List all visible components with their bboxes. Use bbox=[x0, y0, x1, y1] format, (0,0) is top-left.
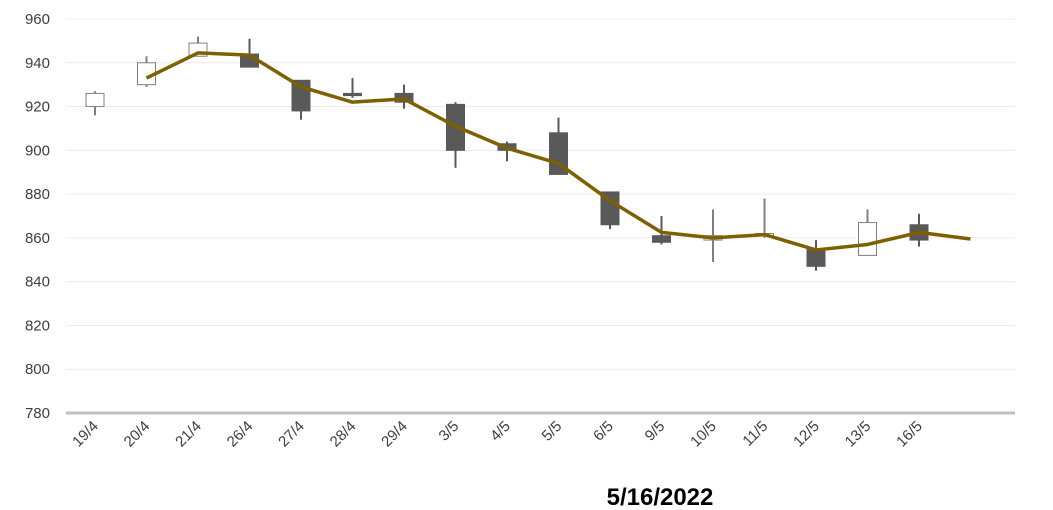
candle bbox=[86, 91, 104, 115]
candle bbox=[447, 102, 465, 168]
x-tick-label: 3/5 bbox=[436, 418, 463, 445]
x-tick-label: 5/5 bbox=[539, 418, 566, 445]
candle bbox=[756, 198, 774, 237]
x-tick-label: 12/5 bbox=[790, 418, 823, 451]
candle bbox=[807, 240, 825, 271]
candle-body-up bbox=[859, 223, 877, 256]
candle bbox=[395, 85, 413, 109]
y-tick-label: 880 bbox=[25, 186, 50, 203]
candle bbox=[241, 39, 259, 67]
x-tick-label: 11/5 bbox=[739, 418, 771, 450]
candle bbox=[344, 78, 362, 98]
y-tick-label: 860 bbox=[25, 230, 50, 247]
x-tick-label: 28/4 bbox=[327, 418, 360, 451]
x-tick-label: 10/5 bbox=[687, 418, 720, 451]
candle-body-up bbox=[86, 93, 104, 106]
y-tick-label: 780 bbox=[25, 405, 50, 422]
grid-lines bbox=[66, 19, 1015, 369]
x-tick-label: 29/4 bbox=[378, 418, 411, 451]
date-label: 5/16/2022 bbox=[607, 484, 714, 510]
y-tick-label: 800 bbox=[25, 361, 50, 378]
y-tick-label: 840 bbox=[25, 274, 50, 291]
candlestick-series bbox=[86, 37, 928, 271]
x-tick-label: 26/4 bbox=[224, 418, 257, 451]
x-tick-label: 19/4 bbox=[69, 418, 102, 451]
x-axis-ticks: 19/4 20/4 21/4 26/4 27/4 28/4 29/4 3/5 4/5 5/5 6/5… bbox=[69, 418, 926, 451]
y-tick-label: 960 bbox=[25, 11, 50, 28]
x-tick-label: 20/4 bbox=[121, 418, 154, 451]
y-tick-label: 900 bbox=[25, 142, 50, 159]
candle bbox=[859, 209, 877, 255]
y-axis-ticks: 960 940 920 900 880 860 840 820 800 780 bbox=[25, 11, 50, 422]
x-tick-label: 13/5 bbox=[842, 418, 875, 451]
y-tick-label: 920 bbox=[25, 99, 50, 116]
candle bbox=[138, 56, 156, 87]
x-tick-label: 4/5 bbox=[487, 418, 514, 445]
x-tick-label: 6/5 bbox=[590, 418, 617, 445]
x-tick-label: 9/5 bbox=[642, 418, 669, 445]
x-tick-label: 16/5 bbox=[893, 418, 926, 451]
candle bbox=[910, 214, 928, 247]
candle-body-down bbox=[653, 236, 671, 243]
y-tick-label: 820 bbox=[25, 317, 50, 334]
x-tick-label: 27/4 bbox=[275, 418, 308, 451]
x-tick-label: 21/4 bbox=[172, 418, 205, 451]
y-tick-label: 940 bbox=[25, 55, 50, 72]
candle-body-down bbox=[344, 93, 362, 95]
